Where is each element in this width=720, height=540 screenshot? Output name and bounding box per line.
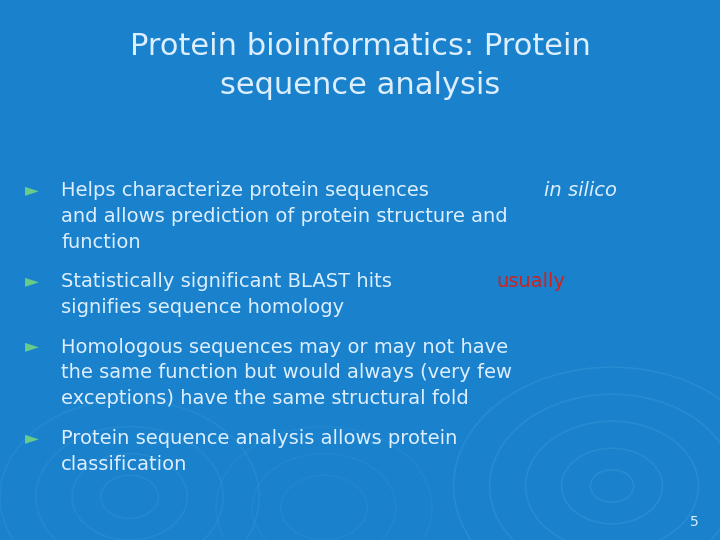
Text: Protein bioinformatics: Protein
sequence analysis: Protein bioinformatics: Protein sequence… <box>130 32 590 99</box>
Text: ►: ► <box>25 429 39 447</box>
Text: 5: 5 <box>690 515 698 529</box>
Text: in silico: in silico <box>544 181 617 200</box>
Text: ►: ► <box>25 181 39 199</box>
Text: exceptions) have the same structural fold: exceptions) have the same structural fol… <box>61 389 469 408</box>
Text: function: function <box>61 233 141 252</box>
Text: ►: ► <box>25 338 39 355</box>
Text: Helps characterize protein sequences: Helps characterize protein sequences <box>61 181 436 200</box>
Text: Statistically significant BLAST hits: Statistically significant BLAST hits <box>61 272 398 291</box>
Text: classification: classification <box>61 455 188 474</box>
Text: usually: usually <box>496 272 565 291</box>
Text: Homologous sequences may or may not have: Homologous sequences may or may not have <box>61 338 508 356</box>
Text: the same function but would always (very few: the same function but would always (very… <box>61 363 512 382</box>
Text: ►: ► <box>25 272 39 290</box>
Text: signifies sequence homology: signifies sequence homology <box>61 298 344 317</box>
Text: and allows prediction of protein structure and: and allows prediction of protein structu… <box>61 207 508 226</box>
Text: Protein sequence analysis allows protein: Protein sequence analysis allows protein <box>61 429 458 448</box>
